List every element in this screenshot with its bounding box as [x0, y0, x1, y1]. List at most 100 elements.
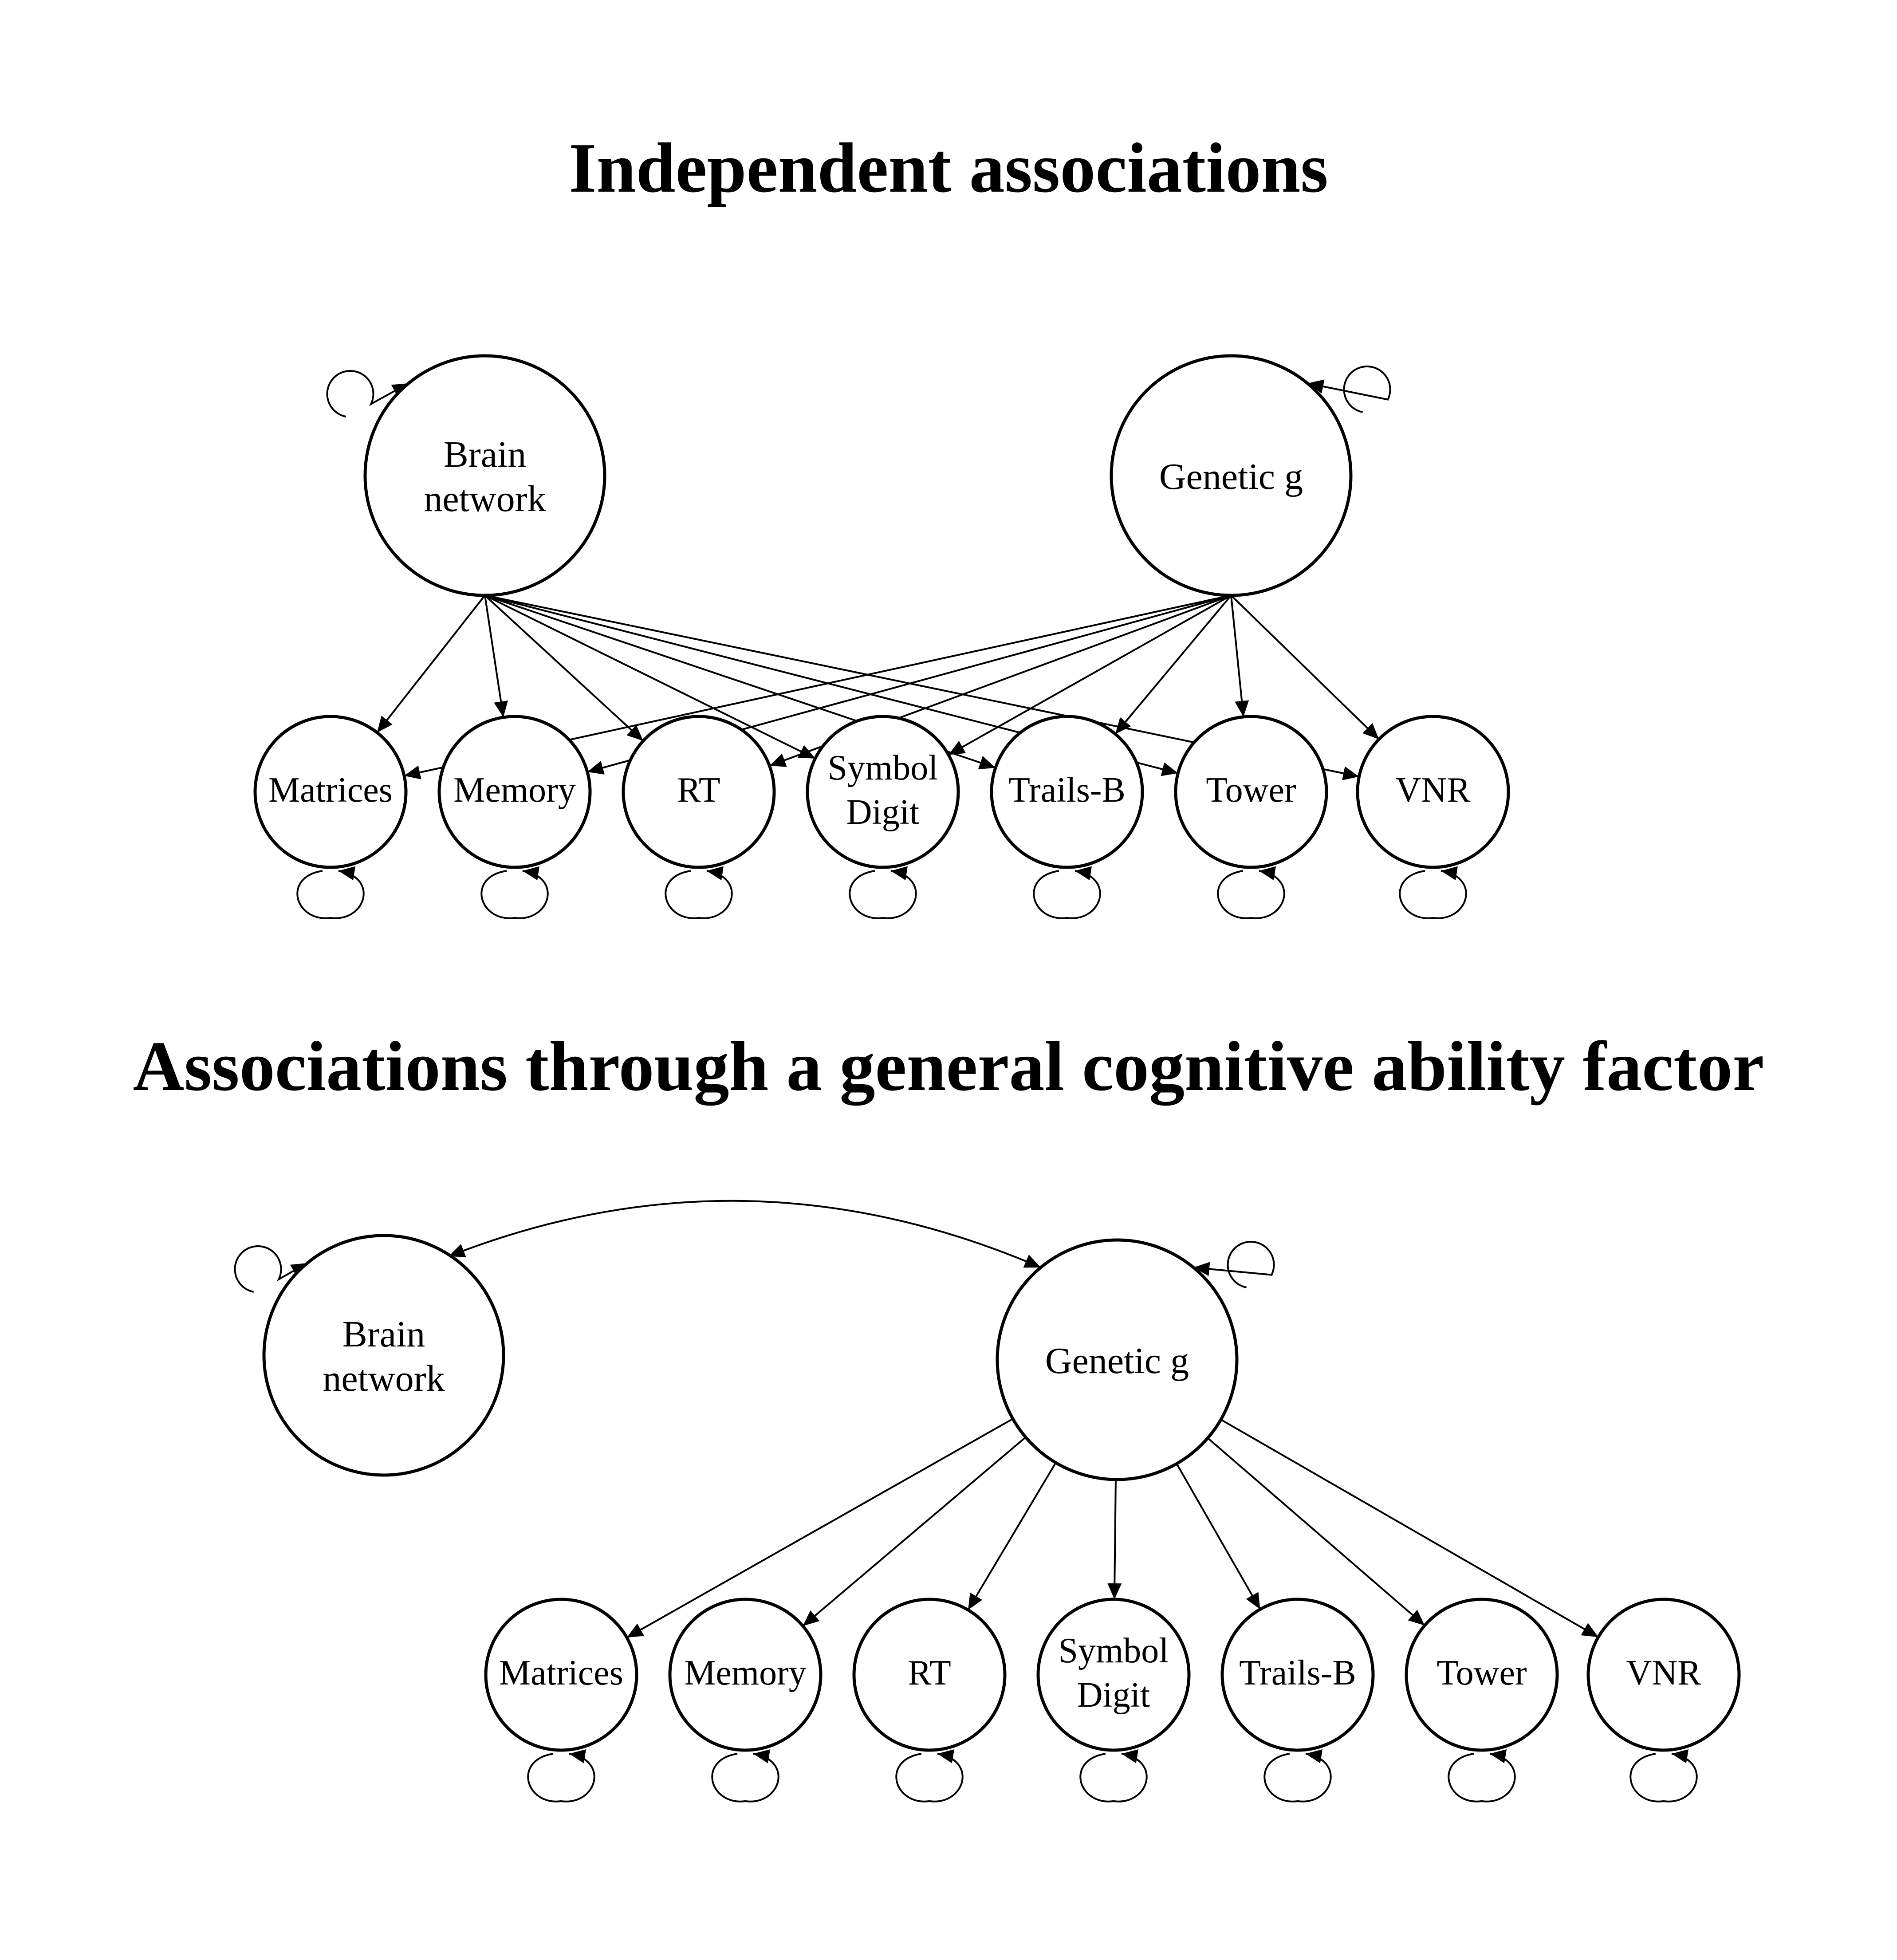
indicator-node-rt: RT [852, 1598, 1007, 1752]
variance-loop-brain [234, 1245, 308, 1293]
indicator-circle [484, 1598, 638, 1752]
indicator-circle [1174, 715, 1328, 869]
latent-label-genetic: Genetic g [1159, 456, 1303, 497]
variance-loop-matrices [527, 1749, 595, 1803]
indicator-node-tower: Tower [1174, 715, 1328, 869]
indicator-circle [1405, 1598, 1559, 1752]
indicator-circle [1220, 1598, 1375, 1752]
indicator-circle [437, 715, 592, 869]
indicator-label-symbol: Symbol [828, 748, 938, 787]
latent-label-brain: network [323, 1358, 445, 1399]
path-brain-to-symbol [484, 594, 816, 760]
variance-loop-rt [895, 1749, 964, 1803]
latent-node-genetic: Genetic g [1110, 354, 1353, 597]
variance-loop-matrices [296, 866, 365, 919]
path-genetic-to-vnr [1220, 1419, 1599, 1638]
latent-label-brain: network [424, 478, 546, 520]
latent-circle [262, 1234, 505, 1477]
variance-loop-vnr [1399, 866, 1467, 919]
indicator-node-rt: RT [622, 715, 776, 869]
path-genetic-to-symbol [1107, 1479, 1122, 1600]
path-genetic-to-matrices [626, 1418, 1014, 1638]
indicator-label-matrices: Matrices [268, 771, 393, 810]
indicator-circle [622, 715, 776, 869]
latent-node-genetic: Genetic g [996, 1238, 1239, 1481]
indicator-label-trails: Trails-B [1239, 1653, 1356, 1692]
variance-loops-layer [296, 365, 1467, 919]
latent-circle [363, 354, 606, 597]
variance-loop-trails [1033, 866, 1101, 919]
latent-label-brain: Brain [342, 1314, 425, 1355]
variance-loop-symbol [849, 866, 917, 919]
indicator-node-vnr: VNR [1586, 1598, 1741, 1752]
indicator-circle [990, 715, 1144, 869]
indicator-node-memory: Memory [437, 715, 592, 869]
panel-general-factor: Associations through a general cognitive… [133, 1027, 1764, 1803]
indicator-node-tower: Tower [1405, 1598, 1559, 1752]
variance-loop-memory [711, 1749, 779, 1803]
variance-loop-vnr [1629, 1749, 1698, 1803]
variance-loop-genetic [1193, 1240, 1275, 1288]
indicator-label-rt: RT [677, 771, 720, 810]
variance-loop-symbol [1079, 1749, 1148, 1803]
indicator-label-tower: Tower [1206, 771, 1296, 810]
path-genetic-to-symbol [948, 594, 1232, 756]
indicator-circle [852, 1598, 1007, 1752]
path-genetic-to-rt [967, 1462, 1057, 1610]
indicator-circle [253, 715, 408, 869]
indicator-node-symbol: Symbol Digit [806, 715, 960, 869]
indicator-label-matrices: Matrices [499, 1653, 623, 1692]
latent-label-brain: Brain [444, 434, 527, 475]
indicator-circle [1586, 1598, 1741, 1752]
indicator-label-trails: Trails-B [1008, 771, 1126, 810]
path-genetic-to-memory [802, 1437, 1027, 1627]
path-genetic-to-tower [1230, 595, 1249, 717]
variance-loop-brain [326, 370, 409, 417]
indicator-node-matrices: Matrices [484, 1598, 638, 1752]
path-brain-to-rt [484, 594, 644, 742]
covariance-brain-genetic [449, 1200, 1041, 1268]
panel-title-general-factor: Associations through a general cognitive… [133, 1027, 1764, 1106]
latent-label-genetic: Genetic g [1045, 1340, 1189, 1381]
indicator-label-tower: Tower [1437, 1653, 1527, 1692]
paths-layer [376, 594, 1380, 780]
latent-circle [1110, 354, 1353, 597]
indicator-node-matrices: Matrices [253, 715, 408, 869]
indicator-circle [668, 1598, 823, 1752]
indicator-circle [806, 715, 960, 869]
indicator-label-symbol: Digit [846, 793, 919, 832]
indicator-node-trails: Trails-B [990, 715, 1144, 869]
variance-loop-memory [480, 866, 549, 919]
indicator-label-vnr: VNR [1396, 771, 1471, 810]
variance-loop-trails [1263, 1749, 1332, 1803]
indicator-label-symbol: Digit [1077, 1676, 1150, 1715]
variance-loops-layer [234, 1240, 1698, 1803]
path-genetic-to-tower [1207, 1437, 1425, 1626]
indicator-circle [1036, 1598, 1191, 1752]
indicator-label-memory: Memory [684, 1653, 807, 1692]
indicator-node-vnr: VNR [1356, 715, 1510, 869]
indicator-label-vnr: VNR [1626, 1653, 1702, 1692]
indicator-label-symbol: Symbol [1059, 1631, 1169, 1670]
path-genetic-to-vnr [1230, 594, 1380, 740]
indicator-node-trails: Trails-B [1220, 1598, 1375, 1752]
indicator-node-memory: Memory [668, 1598, 823, 1752]
path-genetic-to-trails [1176, 1463, 1261, 1610]
indicator-label-rt: RT [908, 1653, 951, 1692]
indicator-label-memory: Memory [453, 771, 576, 810]
variance-loop-genetic [1307, 365, 1391, 413]
panel-title-independent: Independent associations [569, 128, 1328, 207]
path-brain-to-matrices [376, 594, 486, 733]
path-genetic-to-trails [1114, 594, 1232, 735]
variance-loop-tower [1448, 1749, 1516, 1803]
latent-circle [996, 1238, 1239, 1481]
indicator-circle [1356, 715, 1510, 869]
path-brain-to-memory [484, 595, 508, 718]
variance-loop-rt [665, 866, 733, 919]
